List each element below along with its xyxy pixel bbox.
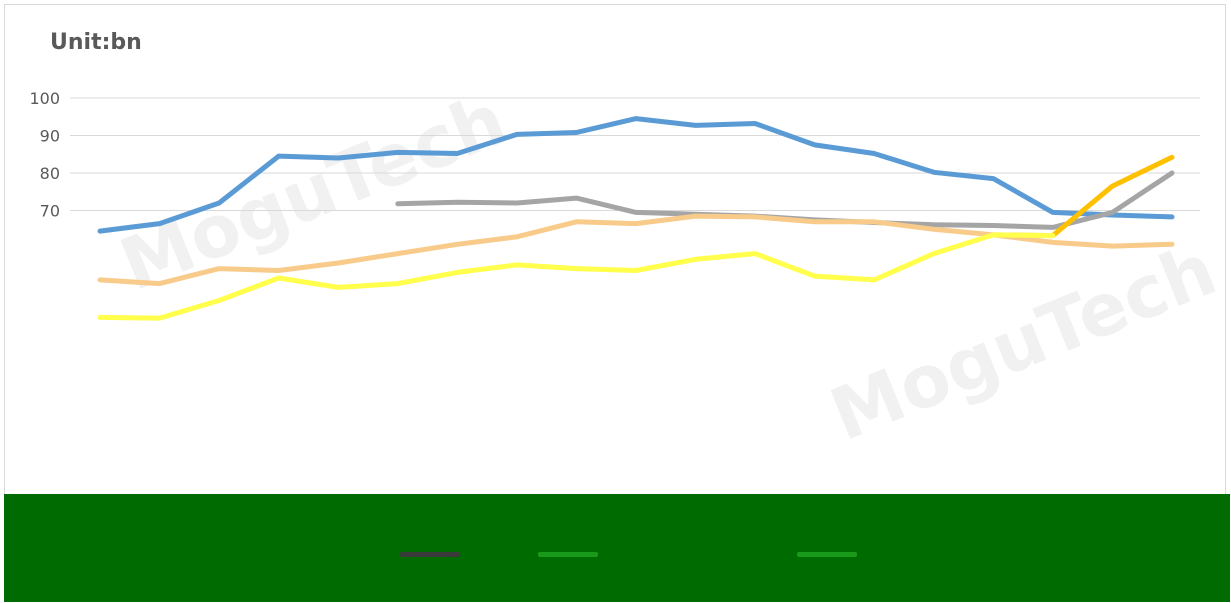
y-tick-label: 80 — [40, 164, 60, 183]
grid-lines — [70, 97, 1200, 211]
y-axis-ticks: 100 90 80 70 — [29, 89, 60, 221]
legend-swatch — [797, 552, 857, 557]
unit-label: Unit:bn — [50, 30, 142, 55]
y-tick-label: 90 — [40, 127, 60, 146]
y-tick-label: 70 — [40, 202, 60, 221]
legend-swatch — [538, 552, 598, 557]
y-tick-label: 100 — [29, 89, 60, 108]
series-line-0 — [97, 116, 1175, 234]
legend-swatch — [400, 552, 460, 557]
legend-band — [4, 494, 1230, 602]
series-lines — [97, 116, 1175, 321]
series-line-4 — [97, 232, 1056, 321]
